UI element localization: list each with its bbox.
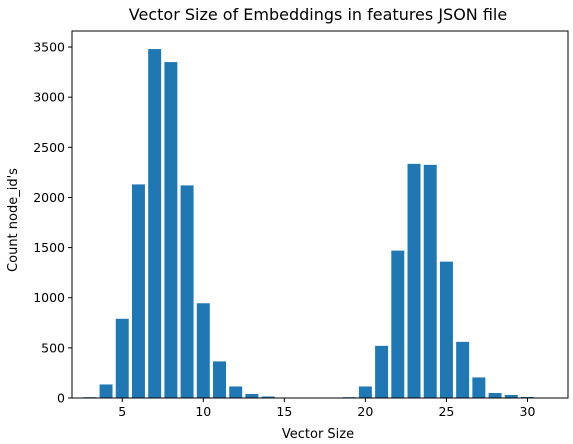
bar-vector-size-4 <box>99 384 113 398</box>
bar-vector-size-26 <box>456 341 470 398</box>
bar-vector-size-9 <box>180 185 194 398</box>
x-tick-label: 25 <box>438 404 454 419</box>
y-axis-ticks: 0 500 1000 1500 2000 2500 3000 3500 <box>33 40 72 406</box>
bar-vector-size-5 <box>115 318 129 398</box>
y-tick-label: 0 <box>57 391 65 406</box>
bar-vector-size-20 <box>358 386 372 398</box>
bar-vector-size-13 <box>245 393 259 398</box>
bar-vector-size-27 <box>472 377 486 398</box>
bar-vector-size-6 <box>131 184 145 398</box>
y-tick-label: 3500 <box>33 40 65 55</box>
y-tick-label: 1500 <box>33 240 65 255</box>
x-axis-ticks: 5 10 15 20 25 30 <box>118 398 535 419</box>
y-tick-label: 2500 <box>33 140 65 155</box>
bars-group <box>83 49 534 399</box>
x-tick-label: 5 <box>118 404 126 419</box>
plot-area-frame <box>71 30 569 399</box>
x-tick-label: 15 <box>276 404 292 419</box>
bar-vector-size-14 <box>261 396 275 398</box>
y-tick-label: 3000 <box>33 90 65 105</box>
y-tick-label: 2000 <box>33 190 65 205</box>
x-axis-label: Vector Size <box>282 427 354 442</box>
bar-vector-size-28 <box>488 392 502 398</box>
chart-title: Vector Size of Embeddings in features JS… <box>129 5 507 24</box>
bar-vector-size-25 <box>439 261 453 398</box>
bar-vector-size-11 <box>213 361 226 398</box>
x-tick-label: 10 <box>195 404 211 419</box>
bar-vector-size-24 <box>423 164 437 398</box>
bar-vector-size-7 <box>148 49 162 399</box>
x-tick-label: 20 <box>357 404 373 419</box>
bar-vector-size-12 <box>229 386 243 398</box>
y-axis-label: Count node_id's <box>6 168 21 272</box>
bar-vector-size-23 <box>407 163 421 398</box>
bar-vector-size-21 <box>375 345 389 398</box>
bar-vector-size-22 <box>391 250 405 398</box>
y-tick-label: 500 <box>41 340 65 355</box>
y-tick-label: 1000 <box>33 290 65 305</box>
bar-vector-size-8 <box>164 62 178 398</box>
bar-vector-size-10 <box>196 303 210 398</box>
x-tick-label: 30 <box>520 404 536 419</box>
bar-vector-size-29 <box>504 394 518 398</box>
